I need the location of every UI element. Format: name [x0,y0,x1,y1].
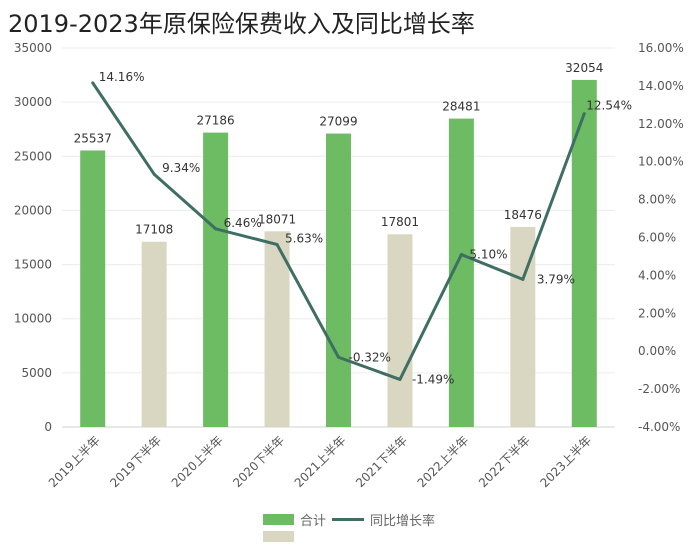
y-right-tick-label: 8.00% [638,193,676,207]
bar [80,150,106,427]
x-tick-label: 2021上半年 [292,433,349,490]
growth-label: 14.16% [99,70,145,84]
y-left-tick-label: 5000 [21,366,52,380]
bar-value-label: 32054 [565,61,603,75]
growth-point [275,243,279,247]
y-right-tick-label: -4.00% [638,420,680,434]
legend-swatch-h2 [263,530,294,542]
bar-value-label: 25537 [74,131,112,145]
legend: 合计 同比增长率 [263,512,435,543]
growth-label: 5.63% [285,232,323,246]
bar-value-label: 18476 [504,208,542,222]
growth-point [521,277,525,281]
bar-value-label: 17108 [135,223,173,237]
bar [203,132,229,428]
bar-value-label: 28481 [442,100,480,114]
growth-point [582,112,586,116]
x-tick-label: 2022上半年 [415,433,472,490]
y-right-tick-label: 16.00% [638,41,684,55]
bar-value-label: 27099 [319,115,357,129]
growth-point [337,355,340,359]
bar [571,79,597,427]
y-left-tick-label: 20000 [14,203,52,217]
y-left-tick-label: 35000 [14,41,52,55]
bar [141,241,167,427]
growth-label: 12.54% [586,99,632,113]
x-tick-label: 2020上半年 [169,433,226,490]
bar [387,234,413,427]
growth-point [214,227,218,231]
y-right-tick-label: 6.00% [638,231,676,245]
y-left-tick-label: 30000 [14,95,52,109]
y-right-tick-label: 0.00% [638,344,676,358]
y-right-tick-label: 10.00% [638,155,684,169]
x-tick-label: 2023上半年 [537,433,594,490]
bar-value-label: 18071 [258,212,296,226]
growth-label: 5.10% [469,248,507,262]
y-left-tick-label: 15000 [14,258,52,272]
bar-value-label: 27186 [197,114,235,128]
growth-point [91,81,95,85]
y-right-tick-label: 2.00% [638,306,676,320]
y-right-tick-label: 14.00% [638,79,684,93]
legend-swatch-total [263,513,294,525]
bar-value-label: 17801 [381,215,419,229]
y-right-tick-label: 4.00% [638,268,676,282]
x-tick-label: 2020下半年 [230,433,287,490]
x-tick-label: 2022下半年 [476,433,533,490]
growth-label: 3.79% [537,272,575,286]
x-tick-label: 2019下半年 [107,433,164,490]
growth-point [398,377,402,381]
growth-point [459,253,463,257]
legend-label-growth: 同比增长率 [370,513,436,529]
growth-label: -0.32% [349,350,391,364]
y-left-tick-label: 10000 [14,312,52,326]
bar [326,133,351,427]
y-right-tick-label: 12.00% [638,117,684,131]
legend-label-total: 合计 [300,513,327,529]
chart-title: 2019-2023年原保险保费收入及同比增长率 [8,10,475,38]
growth-point [152,172,156,176]
x-tick-label: 2021下半年 [353,433,410,490]
x-tick-label: 2019上半年 [46,433,103,490]
legend-swatch-growth [332,517,365,521]
growth-label: -1.49% [412,372,454,386]
y-left-tick-label: 0 [44,420,52,434]
growth-label: 9.34% [162,161,200,175]
growth-label: 6.46% [224,216,262,230]
y-left-tick-label: 25000 [14,149,52,163]
y-right-tick-label: -2.00% [638,382,680,396]
bar [264,231,290,427]
